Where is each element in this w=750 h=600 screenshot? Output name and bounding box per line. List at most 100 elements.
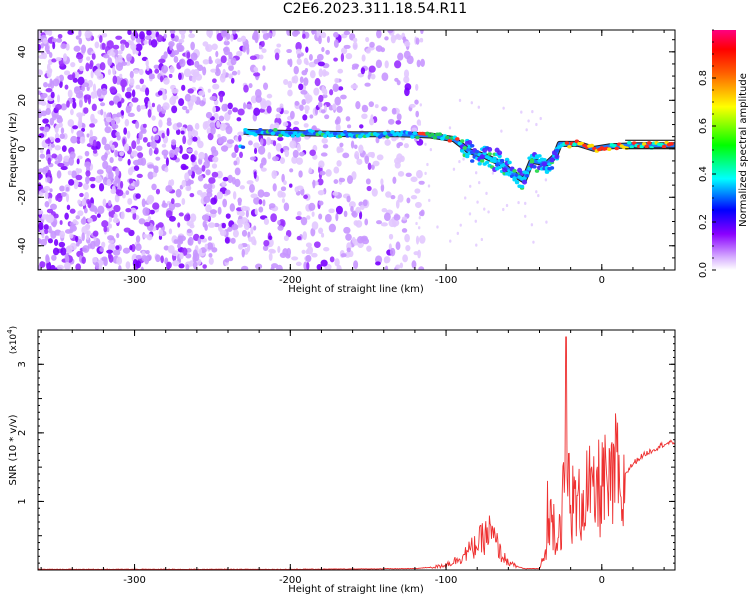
noise-dot xyxy=(87,200,92,209)
noise-dot xyxy=(115,245,120,250)
noise-dot xyxy=(170,179,175,187)
ridge-blob xyxy=(529,159,535,164)
noise-dot xyxy=(286,30,291,36)
noise-dot xyxy=(216,120,221,128)
noise-dot xyxy=(238,220,243,227)
noise-dot xyxy=(75,263,82,270)
noise-dot xyxy=(66,245,73,254)
noise-dot xyxy=(68,156,75,166)
ridge-blob xyxy=(524,173,530,178)
noise-dot xyxy=(361,54,366,62)
noise-dot xyxy=(80,44,87,54)
noise-dot xyxy=(92,257,98,263)
noise-dot xyxy=(405,172,412,178)
noise-dot xyxy=(405,244,411,252)
noise-dot xyxy=(402,36,407,41)
noise-dot xyxy=(375,261,381,266)
noise-dot xyxy=(85,170,91,177)
ridge-blob xyxy=(624,146,629,150)
noise-dot xyxy=(311,211,315,217)
noise-dot xyxy=(274,48,281,55)
noise-dot xyxy=(191,75,197,83)
noise-dot xyxy=(280,186,287,192)
noise-dot xyxy=(419,103,422,107)
noise-dot xyxy=(67,119,75,127)
noise-dot xyxy=(85,175,90,185)
noise-dot xyxy=(452,167,456,171)
noise-dot xyxy=(85,62,90,72)
noise-dot xyxy=(395,241,401,251)
noise-dot xyxy=(127,30,132,36)
noise-dot xyxy=(211,43,218,51)
noise-dot xyxy=(539,116,542,121)
noise-dot xyxy=(487,210,490,214)
noise-dot xyxy=(306,261,310,270)
noise-dot xyxy=(177,38,185,44)
noise-dot xyxy=(262,65,266,71)
ridge-blob xyxy=(542,158,547,162)
noise-dot xyxy=(118,264,122,270)
ridge-halo xyxy=(467,139,473,145)
noise-dot xyxy=(199,234,205,240)
top-x-tick-label: 0 xyxy=(599,275,605,286)
ridge-blob xyxy=(243,127,248,132)
noise-dot xyxy=(351,236,356,244)
noise-dot xyxy=(205,169,211,176)
noise-dot xyxy=(59,220,63,225)
noise-dot xyxy=(253,66,258,72)
noise-dot xyxy=(415,201,422,209)
noise-dot xyxy=(231,70,238,76)
noise-dot xyxy=(328,223,337,233)
noise-dot xyxy=(102,198,107,207)
noise-dot xyxy=(353,220,359,226)
noise-dot xyxy=(267,151,272,160)
noise-dot xyxy=(208,56,212,64)
noise-dot xyxy=(225,125,233,135)
top-x-tick-label: -300 xyxy=(123,275,146,286)
noise-dot xyxy=(411,127,418,132)
noise-dot xyxy=(87,217,93,223)
noise-dot xyxy=(142,207,150,216)
noise-dot xyxy=(333,57,338,62)
noise-dot xyxy=(147,171,154,180)
ridge-blob xyxy=(268,129,273,133)
noise-dot xyxy=(150,135,154,142)
noise-dot xyxy=(161,149,169,156)
noise-dot xyxy=(165,210,173,219)
noise-dot xyxy=(112,75,118,85)
ridge-blob xyxy=(447,138,452,143)
ridge-blob xyxy=(457,141,462,146)
noise-dot xyxy=(274,52,280,61)
noise-dot xyxy=(65,186,70,192)
noise-dot xyxy=(298,83,304,91)
noise-dot xyxy=(295,216,302,221)
noise-dot xyxy=(302,33,306,39)
noise-dot xyxy=(381,106,388,112)
noise-dot xyxy=(524,214,527,218)
noise-dot xyxy=(43,126,50,133)
noise-dot xyxy=(49,264,56,270)
noise-dot xyxy=(477,105,481,109)
noise-dot xyxy=(323,246,330,252)
noise-dot xyxy=(258,199,263,205)
ridge-blob xyxy=(499,158,505,163)
noise-dot xyxy=(120,39,127,45)
noise-dot xyxy=(154,134,160,141)
noise-dot xyxy=(147,100,151,108)
noise-dot xyxy=(313,87,320,96)
noise-dot xyxy=(329,256,335,263)
noise-dot xyxy=(51,254,57,261)
noise-dot xyxy=(468,212,472,216)
noise-dot xyxy=(117,50,123,55)
noise-dot xyxy=(126,130,131,139)
noise-dot xyxy=(232,191,237,200)
noise-dot xyxy=(268,248,275,254)
noise-dot xyxy=(81,123,86,129)
noise-dot xyxy=(172,260,180,267)
top-x-axis-label: Height of straight line (km) xyxy=(288,284,424,295)
noise-dot xyxy=(255,95,262,103)
noise-dot xyxy=(104,143,111,151)
noise-dot xyxy=(364,218,369,226)
noise-dot xyxy=(129,70,134,79)
noise-dot xyxy=(374,104,379,109)
